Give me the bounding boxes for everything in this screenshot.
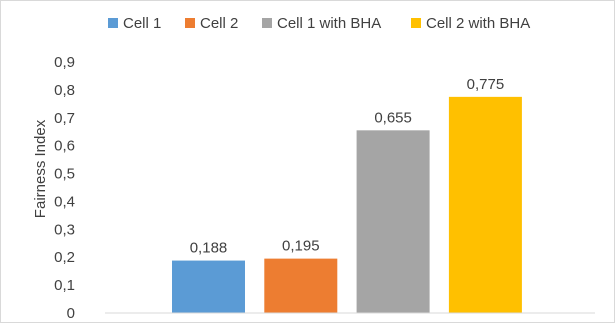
y-tick-label: 0,8: [54, 82, 75, 99]
legend-swatch-cell-2: [185, 18, 195, 28]
bar-cell-2: [264, 258, 338, 313]
legend-swatch-cell-1: [108, 18, 118, 28]
data-labels: 0,188 0,195 0,655 0,775: [190, 76, 504, 257]
legend: Cell 1 Cell 2 Cell 1 with BHA Cell 2 with B…: [108, 15, 530, 32]
bars: [172, 96, 522, 313]
data-label-cell-2: 0,195: [282, 238, 320, 255]
legend-label-cell-1: Cell 1: [123, 15, 161, 32]
y-tick-label: 0,5: [54, 166, 75, 183]
y-tick-label: 0,3: [54, 221, 75, 238]
y-tick-label: 0,4: [54, 193, 75, 210]
legend-swatch-cell-1-with-bha: [262, 18, 272, 28]
y-tick-label: 0,6: [54, 138, 75, 155]
bar-cell-1: [172, 260, 245, 313]
y-tick-label: 0,9: [54, 54, 75, 71]
legend-label-cell-2-with-bha: Cell 2 with BHA: [426, 15, 530, 32]
y-tick-label: 0: [67, 305, 75, 322]
data-label-cell-1: 0,188: [190, 240, 228, 257]
legend-label-cell-1-with-bha: Cell 1 with BHA: [277, 15, 381, 32]
data-label-cell-2-with-bha: 0,775: [467, 76, 505, 93]
bar-cell-1-with-bha: [356, 130, 430, 313]
legend-swatch-cell-2-with-bha: [411, 18, 421, 28]
legend-label-cell-2: Cell 2: [200, 15, 238, 32]
y-tick-label: 0,2: [54, 249, 75, 266]
bar-cell-2-with-bha: [448, 96, 522, 313]
data-label-cell-1-with-bha: 0,655: [374, 109, 412, 126]
y-axis-title: Fairness Index: [32, 119, 49, 218]
y-tick-label: 0,1: [54, 277, 75, 294]
y-axis: 0 0,1 0,2 0,3 0,4 0,5 0,6 0,7 0,8 0,9: [54, 54, 75, 322]
y-tick-label: 0,7: [54, 110, 75, 127]
